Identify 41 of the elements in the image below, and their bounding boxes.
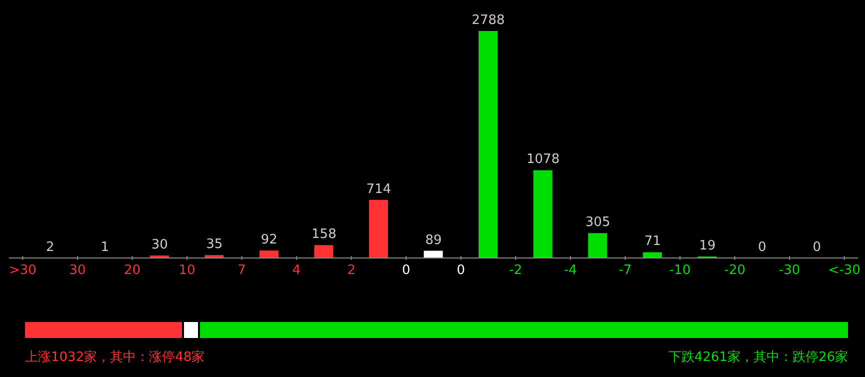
x-tick-label: >30: [8, 263, 36, 278]
bar: [314, 245, 334, 258]
x-tick-label: 0: [402, 263, 410, 278]
x-tick-label: 10: [178, 263, 196, 278]
bar: [424, 250, 443, 258]
data-label: 1078: [526, 152, 560, 168]
bar: [533, 170, 552, 258]
text: 上涨1032家，其中：涨停48家: [25, 349, 205, 366]
data-label: 0: [812, 240, 822, 255]
data-label: 19: [699, 238, 716, 254]
data-label: 92: [260, 232, 278, 248]
data-label: 158: [312, 227, 336, 242]
x-tick-label: 7: [238, 263, 246, 278]
data-label: 305: [585, 215, 610, 230]
bar: [642, 252, 662, 258]
bar: [478, 31, 498, 258]
data-label: 2788: [472, 13, 505, 28]
x-tick-label: -2: [509, 263, 522, 278]
data-label: 714: [366, 182, 392, 197]
x-tick-label: -20: [724, 263, 746, 278]
x-tick-label: 4: [292, 263, 301, 278]
text: 下跌4261家，其中：跌停26家: [668, 349, 848, 366]
data-label: 35: [206, 237, 223, 252]
data-label: 2: [46, 240, 54, 255]
x-tick-label: -10: [669, 263, 691, 278]
x-tick-label: 20: [124, 263, 141, 278]
bar: [259, 250, 278, 258]
x-tick-label: -30: [778, 263, 800, 278]
x-tick-label: -7: [618, 263, 632, 278]
x-tick-label: 0: [456, 263, 466, 278]
data-label: 30: [151, 238, 168, 253]
bar: [588, 233, 608, 258]
x-tick-label: 2: [347, 263, 356, 278]
data-label: 0: [758, 240, 766, 255]
bar: [369, 200, 388, 258]
x-tick-label: -4: [564, 263, 577, 278]
x-tick-label: 30: [69, 263, 86, 278]
x-tick-label: <-30: [828, 263, 860, 278]
data-label: 1: [100, 240, 109, 255]
data-label: 71: [644, 234, 661, 250]
data-label: 89: [425, 232, 442, 248]
